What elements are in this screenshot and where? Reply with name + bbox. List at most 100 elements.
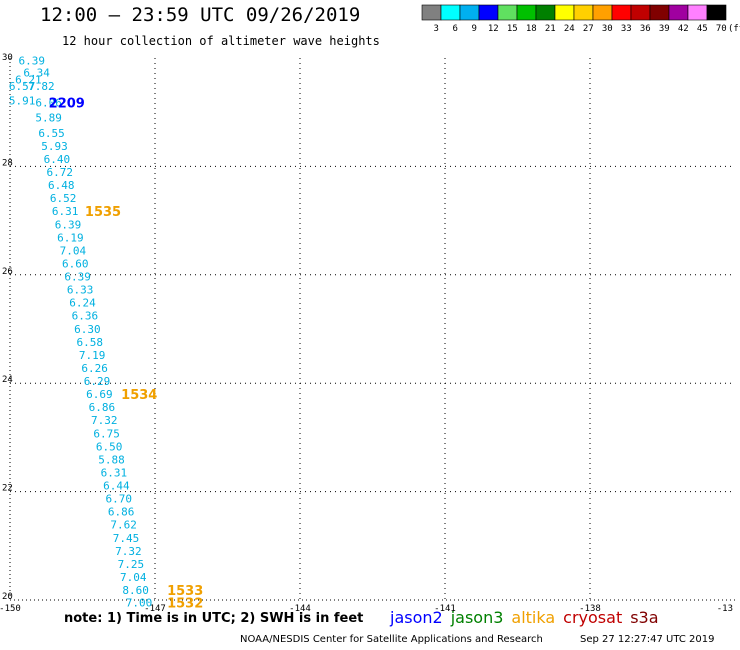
colorbar-swatch (497, 4, 518, 21)
y-tick-label: 24 (2, 375, 13, 385)
x-tick-label: -141 (434, 604, 456, 614)
colorbar-swatch (630, 4, 651, 21)
legend-item-s3a: s3a (630, 608, 659, 627)
chart-subtitle: 12 hour collection of altimeter wave hei… (62, 34, 380, 48)
colorbar-swatch (706, 4, 727, 21)
swh-value-label: 6.72 (47, 166, 74, 179)
colorbar-label: 21 (545, 24, 556, 34)
swh-value-label: 7.19 (79, 349, 106, 362)
swh-value-label: 6.70 (106, 493, 133, 506)
satellite-legend: jason2 jason3 altika cryosat s3a (390, 608, 667, 627)
swh-value-label: 6.57 (9, 80, 36, 93)
colorbar-label: 27 (583, 24, 594, 34)
swh-value-label: 7.62 (110, 519, 137, 532)
colorbar-swatch (668, 4, 689, 21)
swh-value-label: 6.52 (50, 192, 77, 205)
legend-item-altika: altika (511, 608, 556, 627)
legend-item-cryosat: cryosat (563, 608, 623, 627)
swh-value-label: 7.45 (113, 532, 140, 545)
colorbar-swatch (535, 4, 556, 21)
swh-value-label: 6.36 (72, 309, 99, 322)
grid (10, 58, 735, 600)
x-tick-label: -13 (717, 604, 733, 614)
swh-value-label: 6.33 (67, 283, 94, 296)
colorbar-label: 45 (697, 24, 708, 34)
x-tick-label: -138 (579, 604, 601, 614)
swh-value-label: 6.40 (44, 153, 71, 166)
swh-value-label: 6.31 (101, 467, 128, 480)
y-tick-label: 22 (2, 484, 13, 494)
y-tick-label: 26 (2, 267, 13, 277)
swh-value-label: 7.32 (115, 545, 142, 558)
pass-time-label: 1532 (167, 597, 203, 612)
y-tick-label: 30 (2, 53, 13, 63)
swh-value-label: 6.24 (69, 296, 96, 309)
swh-value-label: 6.44 (103, 480, 130, 493)
swh-value-label: 6.19 (57, 231, 84, 244)
swh-values: 6.396.346.216.577.825.91 6.065.896.555.93… (9, 55, 152, 610)
x-tick-label: -150 (0, 604, 21, 614)
colorbar-label: 24 (564, 24, 575, 34)
colorbar-label: 9 (472, 24, 477, 34)
colorbar-label: 33 (621, 24, 632, 34)
colorbar-swatch (421, 4, 442, 21)
colorbar-swatch (440, 4, 461, 21)
swh-value-label: 6.29 (84, 375, 111, 388)
pass-time-label: 2209 (49, 96, 85, 111)
x-tick-label: -147 (144, 604, 166, 614)
colorbar-label: 30 (602, 24, 613, 34)
swh-value-label: 7.04 (120, 571, 147, 584)
chart-title: 12:00 – 23:59 UTC 09/26/2019 (40, 4, 361, 26)
swh-value-label: 6.55 (38, 127, 65, 140)
colorbar-label: 36 (640, 24, 651, 34)
swh-value-label: 6.34 (23, 67, 50, 80)
swh-value-label: 7.82 (28, 80, 55, 93)
swh-value-label: 6.48 (48, 179, 75, 192)
colorbar-swatch (611, 4, 632, 21)
swh-value-label: 6.30 (74, 323, 101, 336)
swh-value-label: 7.00 (126, 597, 153, 610)
x-tick-label: -144 (289, 604, 311, 614)
colorbar-swatch (459, 4, 480, 21)
colorbar-swatch (592, 4, 613, 21)
colorbar-swatch (516, 4, 537, 21)
tick-labels: -150 -147 -144 -141 -138 -13 20 22 24 26 28 30 (0, 53, 733, 614)
axes (9, 58, 735, 601)
colorbar-label: 18 (526, 24, 537, 34)
colorbar-unit: (ft) (728, 24, 740, 34)
colorbar-label: 15 (507, 24, 518, 34)
swh-value-label: 6.75 (93, 428, 120, 441)
swh-value-label: 6.86 (108, 506, 135, 519)
legend-item-jason2: jason2 (390, 608, 443, 627)
swh-value-label: 5.91 (9, 94, 36, 107)
colorbar-label: 3 (434, 24, 439, 34)
legend-item-jason3: jason3 (450, 608, 504, 627)
swh-value-label: 6.39 (19, 55, 46, 68)
footer-note: note: 1) Time is in UTC; 2) SWH is in fe… (64, 611, 364, 626)
swh-value-label: 6.50 (96, 441, 123, 454)
swh-value-label: 5.93 (41, 140, 68, 153)
credit-timestamp: Sep 27 12:27:47 UTC 2019 (580, 634, 715, 645)
swh-value-label: 6.06 (35, 96, 62, 109)
swh-value-label: 7.04 (60, 244, 87, 257)
colorbar-swatch (687, 4, 708, 21)
swh-value-label: 6.39 (55, 218, 82, 231)
swh-value-label: 5.88 (98, 454, 125, 467)
y-tick-label: 28 (2, 158, 13, 168)
swh-value-label: 6.69 (86, 388, 113, 401)
swh-value-label: 8.60 (122, 584, 149, 597)
colorbar-label: 39 (659, 24, 670, 34)
colorbar-label: 70 (716, 24, 727, 34)
swh-value-label: 6.21 (15, 74, 42, 87)
pass-time-label: 1535 (85, 205, 121, 220)
pass-time-label: 1533 (167, 584, 203, 599)
swh-value-label: 6.86 (89, 401, 116, 414)
swh-value-label: 7.25 (118, 558, 145, 571)
colorbar-swatch (478, 4, 499, 21)
colorbar-swatch (649, 4, 670, 21)
swh-value-label: 6.31 (52, 205, 79, 218)
colorbar-label: 12 (488, 24, 499, 34)
y-tick-label: 20 (2, 592, 13, 602)
